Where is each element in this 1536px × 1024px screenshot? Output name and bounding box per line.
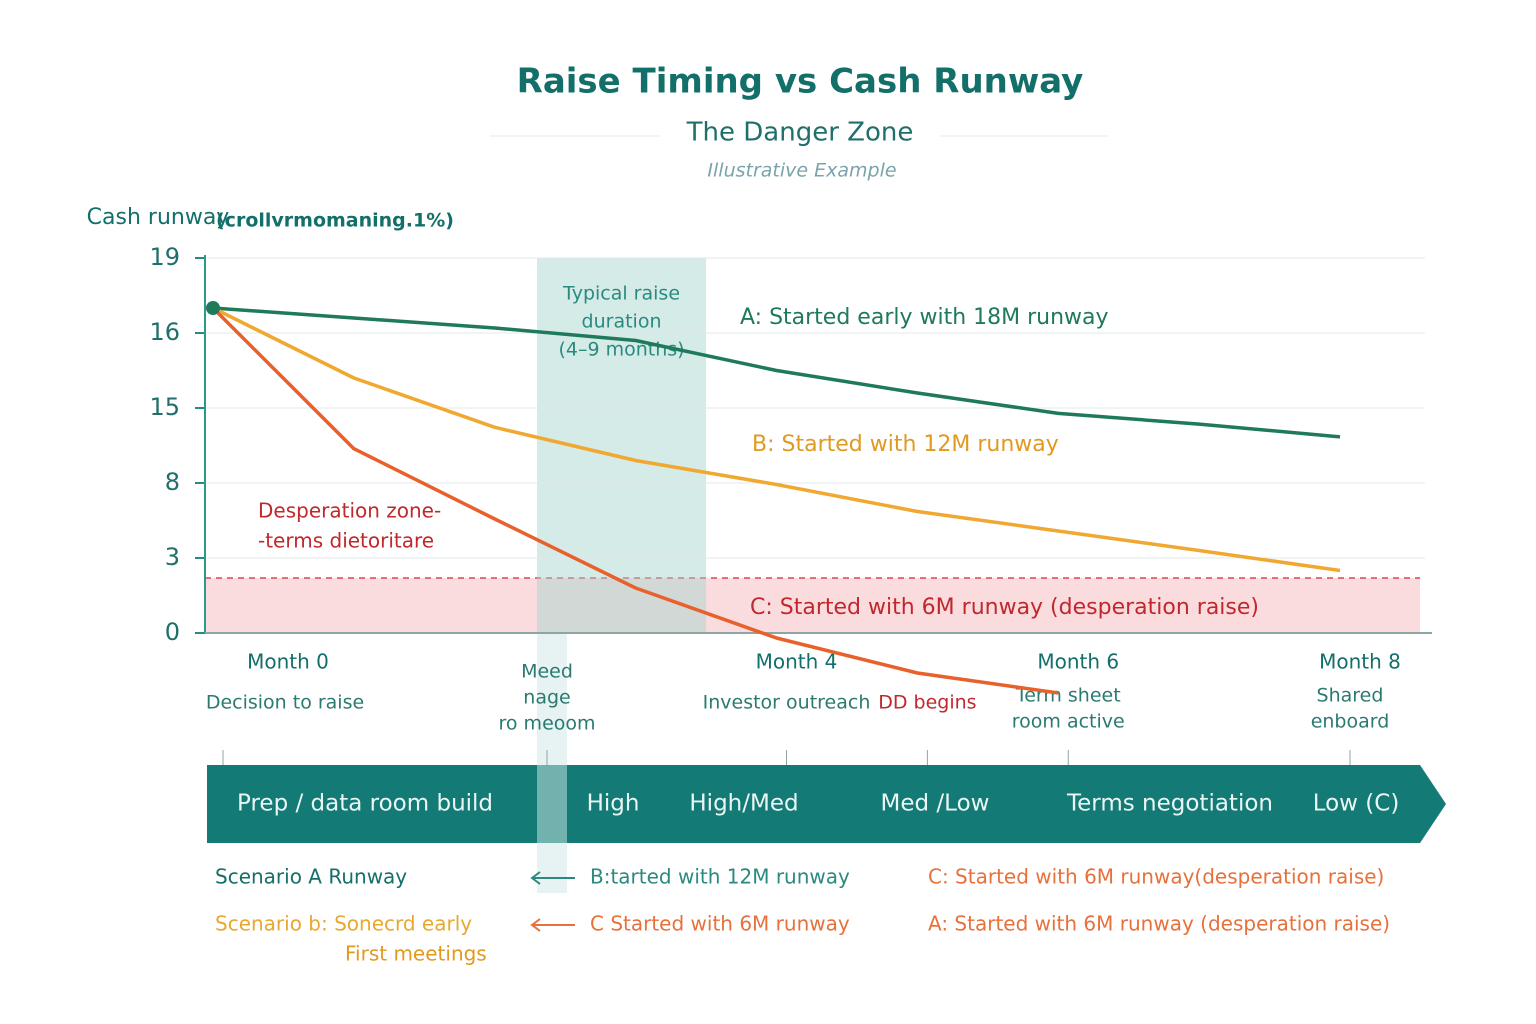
note: Illustrative Example xyxy=(707,160,896,182)
y-tick-label: 0 xyxy=(165,618,180,646)
raise-band-label: (4–9 months) xyxy=(558,339,684,361)
series-label: B: Started with 12M runway xyxy=(752,432,1059,457)
x-tick-label: Month 8 xyxy=(1319,650,1401,674)
timeline-label: Med /Low xyxy=(881,791,990,817)
series-label: A: Started early with 18M runway xyxy=(740,305,1109,330)
stage-label: ro meoom xyxy=(499,713,596,735)
timeline-label: High xyxy=(587,791,640,817)
series-line xyxy=(212,306,1341,439)
y-tick-label: 8 xyxy=(165,468,180,496)
stage-label: Investor outreach xyxy=(703,692,871,714)
legend-note: B:tarted with 12M runway xyxy=(590,865,850,889)
chart-title: Raise Timing vs Cash Runway xyxy=(517,62,1084,102)
legend-note: Scenario b: Sonecrd early xyxy=(215,912,472,936)
raise-band-label: Typical raise xyxy=(562,283,680,305)
title-rule-gap xyxy=(660,116,940,152)
legend-note: C: Started with 6M runway(desperation ra… xyxy=(928,865,1384,889)
timeline-label: Terms negotiation xyxy=(1066,791,1273,817)
subtitle: The Danger Zone xyxy=(686,118,914,148)
stage-label: room active xyxy=(1012,711,1125,733)
y-tick-label: 16 xyxy=(149,318,180,346)
timeline-label: High/Med xyxy=(689,791,798,817)
raise-band-label: duration xyxy=(582,311,662,333)
x-tick-label: Month 4 xyxy=(756,650,838,674)
y-unit-label: (crollvrmomaning.1%) xyxy=(216,210,454,232)
legend-note: C Started with 6M runway xyxy=(590,912,850,936)
x-tick-label: Month 6 xyxy=(1037,650,1119,674)
danger-label: Desperation zone- xyxy=(258,499,441,523)
stage-label: DD begins xyxy=(878,692,976,714)
danger-zone xyxy=(205,578,1420,633)
series-label: C: Started with 6M runway (desperation r… xyxy=(750,595,1259,620)
stage-label: Meed xyxy=(521,661,573,683)
legend-arrow xyxy=(530,871,575,885)
start-point xyxy=(206,301,220,315)
stage-label: nage xyxy=(523,687,570,709)
legend-note: A: Started with 6M runway (desperation r… xyxy=(928,912,1390,936)
stage-label: enboard xyxy=(1311,711,1390,733)
y-tick-label: 19 xyxy=(149,243,180,271)
x-tick-label: Month 0 xyxy=(247,650,329,674)
y-tick-label: 3 xyxy=(165,543,180,571)
timeline-label: Low (C) xyxy=(1313,791,1400,817)
timeline-arrow xyxy=(1420,765,1446,843)
series-line xyxy=(211,306,1059,695)
timeline-bar xyxy=(207,765,1420,843)
legend-note: First meetings xyxy=(345,942,487,966)
danger-label: -terms dietoritare xyxy=(258,529,434,553)
stage-label: Decision to raise xyxy=(206,692,364,714)
raise-band-tail xyxy=(537,633,568,893)
legend-note: Scenario A Runway xyxy=(215,865,407,889)
y-tick-label: 15 xyxy=(149,393,180,421)
y-axis-label: Cash runway xyxy=(87,205,230,230)
stage-label: Shared xyxy=(1317,685,1384,707)
timeline-label: Prep / data room build xyxy=(237,791,493,817)
series-line xyxy=(212,306,1341,573)
legend-arrow xyxy=(530,918,575,932)
